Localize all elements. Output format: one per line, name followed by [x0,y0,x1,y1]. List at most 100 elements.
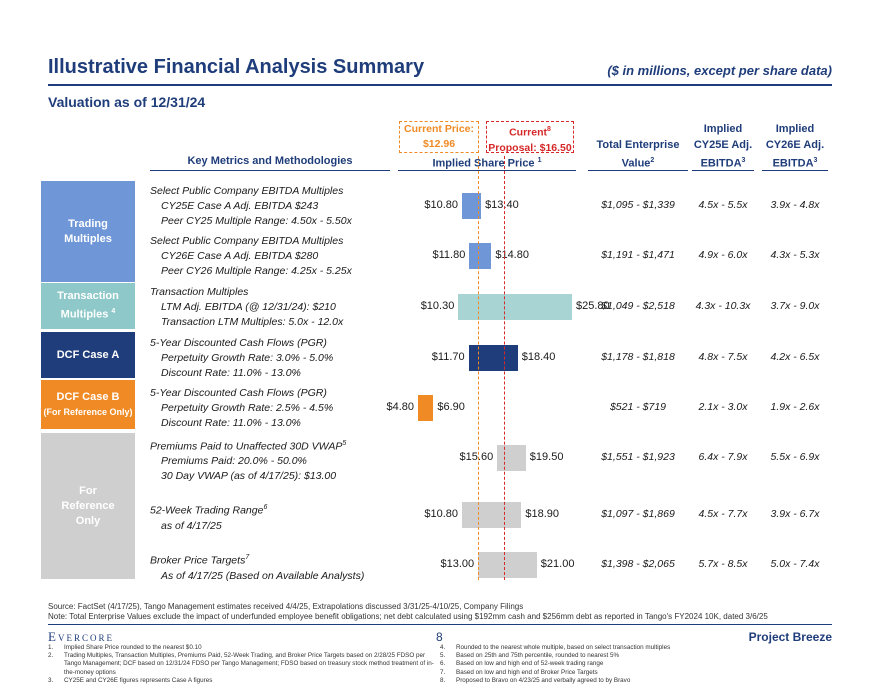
footnote-number: 2. [48,652,54,660]
title-rule [48,84,832,86]
methodology-title: Select Public Company EBITDA Multiples [150,234,344,247]
tev-value: $521 - $719 [609,401,667,413]
footnote-number: 8. [440,676,446,684]
bar-high-label: $25.80 [576,300,610,312]
footnote-number: 5. [440,652,446,660]
footnote: 2. Trading Multiples, Transaction Multipl… [48,652,438,677]
evercore-logo: Evercore [48,629,114,644]
methodology-text: 5-Year Discounted Cash Flows (PGR) Perpet… [150,336,390,381]
methodology-detail: Peer CY26 Multiple Range: 4.25x - 5.25x [161,264,352,277]
methodology-title: 5-Year Discounted Cash Flows (PGR) [150,386,327,399]
methodology-detail: Transaction LTM Multiples: 5.0x - 12.0x [161,315,344,328]
current-price-label: Current Price: [403,123,475,135]
footnote-number: 3. [48,676,54,684]
tev-value: $1,097 - $1,869 [601,508,675,520]
cy26-multiple: 5.0x - 7.4x [770,558,820,570]
footnote-text: Based on 25th and 75th percentile, round… [456,652,620,660]
footnote-ref: 5 [342,439,347,447]
proposal-value: Proposal: $16.50 [488,141,572,154]
methodology-text: Broker Price Targets7 As of 4/17/25 (Base… [150,550,390,584]
bar-low-label: $13.00 [440,558,475,570]
page-subtitle: ($ in millions, except per share data) [607,63,832,78]
cy26-multiple: 1.9x - 2.6x [770,401,820,413]
cy26-multiple: 3.7x - 9.0x [770,300,820,312]
footnote-ref: 7 [245,554,250,561]
footnote-number: 6. [440,660,446,668]
page-title: Illustrative Financial Analysis Summary [48,56,425,78]
bar-low-label: $15.60 [459,451,494,463]
methodology-title: Transaction Multiples [150,285,249,298]
cy26-multiple: 3.9x - 6.7x [770,508,820,520]
methodology-title: Select Public Company EBITDA Multiples [150,184,344,197]
bar-high-label: $6.90 [437,401,465,413]
cy26-multiple: 5.5x - 6.9x [770,451,820,463]
methodology-text: 52-Week Trading Range6 as of 4/17/25 [150,500,390,534]
bar-low-label: $10.80 [424,199,458,211]
footnote: 1. Implied Share Price rounded to the nea… [48,644,438,652]
footnote-text: Trading Multiples, Transaction Multiples… [64,652,434,676]
header-implied-price: Implied Share Price 1 [432,157,542,170]
bar-low-label: $10.80 [424,508,458,520]
footnote-text: Implied Share Price rounded to the neare… [64,644,202,651]
cy25-multiple: 4.8x - 7.5x [698,351,748,363]
footer-rule [48,624,832,625]
bar-low-label: $4.80 [386,401,414,413]
rule-implied [398,170,576,171]
cy25-multiple: 4.5x - 7.7x [698,508,748,520]
tev-note: Note: Total Enterprise Values exclude th… [48,612,768,621]
price-range-bar [458,294,572,320]
current-price-line [477,156,479,580]
rule-tev [588,170,688,171]
methodology-text: Select Public Company EBITDA Multiples CY… [150,234,390,279]
cy25-multiple: 2.1x - 3.0x [698,401,748,413]
price-range-bar [497,445,526,471]
cy26-multiple: 3.9x - 4.8x [770,199,820,211]
tev-value: $1,398 - $2,065 [601,558,675,570]
tev-value: $1,049 - $2,518 [601,300,675,312]
price-range-bar [468,345,518,371]
bar-low-label: $11.70 [431,351,465,363]
methodology-text: Premiums Paid to Unaffected 30D VWAP5 Pre… [150,436,390,485]
footnote-text: Proposed to Bravo on 4/23/25 and verball… [456,676,631,684]
methodology-detail: Discount Rate: 11.0% - 13.0% [161,366,301,379]
header-metrics: Key Metrics and Methodologies [187,155,353,167]
price-range-bar [462,502,522,528]
methodology-text: Select Public Company EBITDA Multiples CY… [150,184,390,229]
methodology-detail: as of 4/17/25 [161,519,222,532]
bar-high-label: $21.00 [540,558,575,570]
cy26-multiple: 4.2x - 6.5x [770,351,820,363]
methodology-detail: 30 Day VWAP (as of 4/17/25): $13.00 [161,470,337,482]
proposal-line [503,156,505,580]
methodology-detail: CY26E Case A Adj. EBITDA $280 [161,249,319,262]
cy26-multiple: 4.3x - 5.3x [770,249,820,261]
category-trading: Trading Multiples [41,181,135,282]
footnote-number: 7. [440,668,446,676]
rule-cy25 [692,170,754,171]
methodology-detail: LTM Adj. EBITDA (@ 12/31/24): $210 [161,300,336,313]
bar-high-label: $13.40 [485,199,519,211]
footnote: 7. Based on low and high end of Broker Pr… [440,669,832,677]
price-range-bar [469,243,492,269]
cy25-multiple: 5.7x - 8.5x [698,558,748,570]
bar-low-label: $11.80 [432,249,466,261]
header-cy25: Implied CY25E Adj. EBITDA3 [693,123,753,170]
footnote: 6. Based on low and high end of 52-week t… [440,660,832,668]
bar-high-label: $18.90 [525,508,560,520]
methodology-detail: As of 4/17/25 (Based on Available Analys… [161,569,365,582]
price-range-bar [418,395,434,421]
header-tev: Total Enterprise Value2 [596,139,680,170]
header-cy26: Implied CY26E Adj. EBITDA3 [765,123,825,170]
footnote-number: 4. [440,644,446,651]
methodology-title: Broker Price Targets7 [150,554,250,567]
category-dcf-a: DCF Case A [41,332,135,378]
valuation-date: Valuation as of 12/31/24 [48,94,206,110]
methodology-detail: Discount Rate: 11.0% - 13.0% [161,416,301,429]
proposal-callout: Current8 Proposal: $16.50 [486,121,574,154]
bar-high-label: $14.80 [495,249,529,261]
methodology-detail: Perpetuity Growth Rate: 2.5% - 4.5% [161,401,334,414]
rule-metrics [150,170,390,171]
source-note: Source: FactSet (4/17/25), Tango Managem… [48,602,524,611]
cy25-multiple: 4.3x - 10.3x [695,300,751,312]
footnote-text: Rounded to the nearest whole multiple, b… [456,644,671,651]
proposal-label: Current8 [509,126,551,139]
